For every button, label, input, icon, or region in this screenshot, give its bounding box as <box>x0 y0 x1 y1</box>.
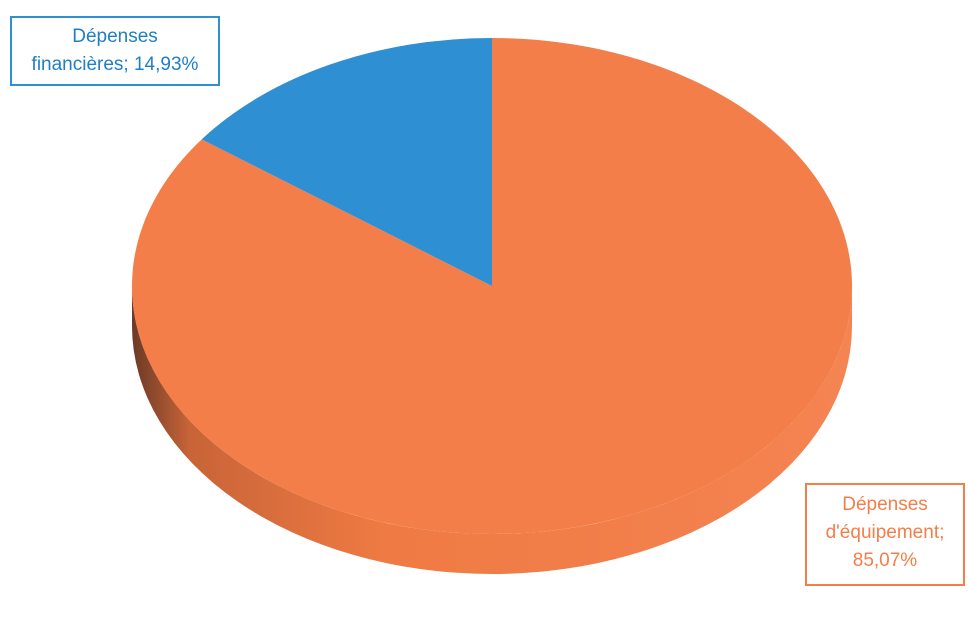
label-depenses-financieres: Dépenses financières; 14,93% <box>10 16 220 86</box>
pie-side <box>132 286 852 574</box>
label-equipement-line1: Dépenses <box>842 494 928 515</box>
pie-slice <box>131 38 852 535</box>
label-depenses-equipement: Dépenses d'équipement; 85,07% <box>805 483 965 586</box>
label-financieres-line2: financières; 14,93% <box>31 54 199 75</box>
pie-slice <box>201 38 492 286</box>
pie-top <box>131 38 852 535</box>
label-financieres-line1: Dépenses <box>72 26 158 47</box>
label-equipement-line3: 85,07% <box>852 550 918 571</box>
label-equipement-line2: d'équipement; <box>825 522 945 543</box>
pie-side-wall <box>132 286 852 574</box>
